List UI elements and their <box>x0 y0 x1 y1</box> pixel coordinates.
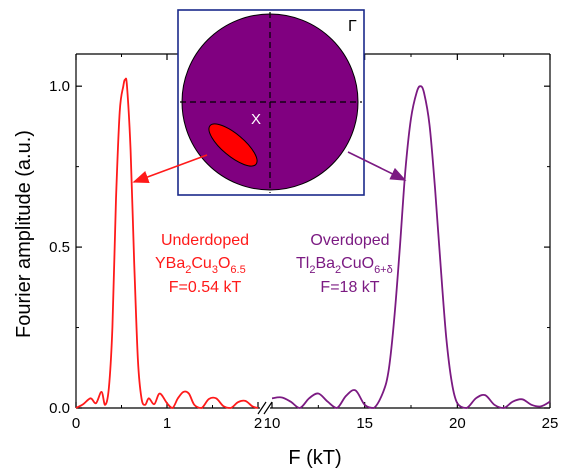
y-axis-label: Fourier amplitude (a.u.) <box>13 130 35 338</box>
underdoped-arrow <box>132 154 208 184</box>
overdoped-frequency: F=18 kT <box>320 279 379 296</box>
tick-labels: 0.0 0.5 1.0 0 1 2 10 15 20 25 <box>49 78 558 432</box>
x-tick-label: 0 <box>72 415 80 432</box>
hole-pocket <box>208 123 258 167</box>
x-tick-label: 1 <box>163 415 171 432</box>
overdoped-arrow <box>347 151 407 181</box>
y-tick-label: 1.0 <box>49 78 70 95</box>
series-line-right <box>271 85 551 409</box>
overdoped-annotation: Overdoped Tl2Ba2CuO6+δ F=18 kT <box>296 232 393 296</box>
axis-break-marks <box>257 401 273 415</box>
x-tick-label: 15 <box>356 415 373 432</box>
tl2201-formula: Tl2Ba2CuO6+δ <box>296 255 393 276</box>
y-tick-label: 0.5 <box>49 239 70 256</box>
underdoped-annotation: Underdoped YBa2Cu3O6.5 F=0.54 kT <box>155 232 249 296</box>
y-tick-label: 0.0 <box>49 400 70 417</box>
x-point-label: X <box>251 111 261 128</box>
x-tick-label: 20 <box>449 415 466 432</box>
underdoped-frequency: F=0.54 kT <box>169 279 242 296</box>
x-tick-label: 25 <box>542 415 559 432</box>
overdoped-label: Overdoped <box>310 232 389 249</box>
x-axis-label: F (kT) <box>288 447 341 469</box>
underdoped-label: Underdoped <box>161 232 249 249</box>
data-series <box>75 77 551 409</box>
ybco-formula: YBa2Cu3O6.5 <box>155 255 246 276</box>
series-line-left <box>75 77 259 409</box>
x-tick-label: 10 <box>264 415 281 432</box>
x-tick-label: 2 <box>254 415 262 432</box>
fermi-surface-inset: Γ X <box>177 9 365 196</box>
gamma-point-label: Γ <box>348 18 357 35</box>
